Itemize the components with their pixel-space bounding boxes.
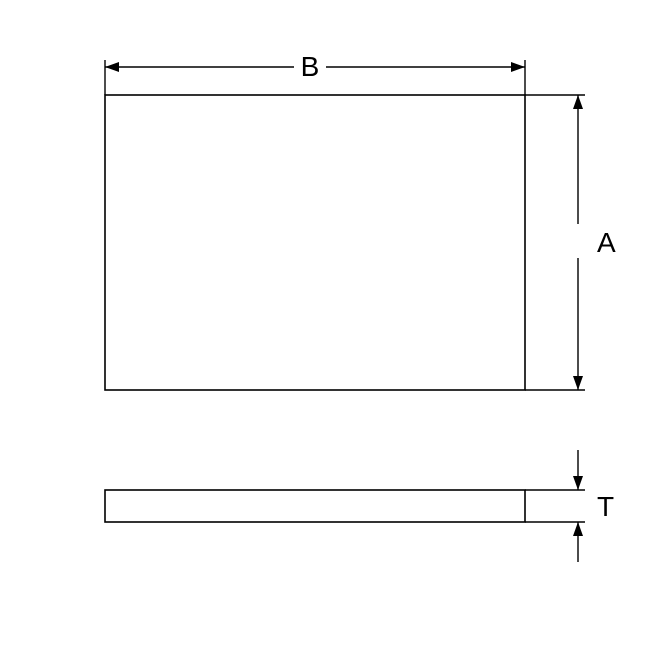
dimension-diagram: B A T bbox=[0, 0, 670, 670]
dim-label-T: T bbox=[597, 491, 614, 522]
plate-top-view bbox=[105, 95, 525, 390]
dim-label-B: B bbox=[301, 51, 320, 82]
plate-side-view bbox=[105, 490, 525, 522]
dim-label-A: A bbox=[597, 227, 616, 258]
